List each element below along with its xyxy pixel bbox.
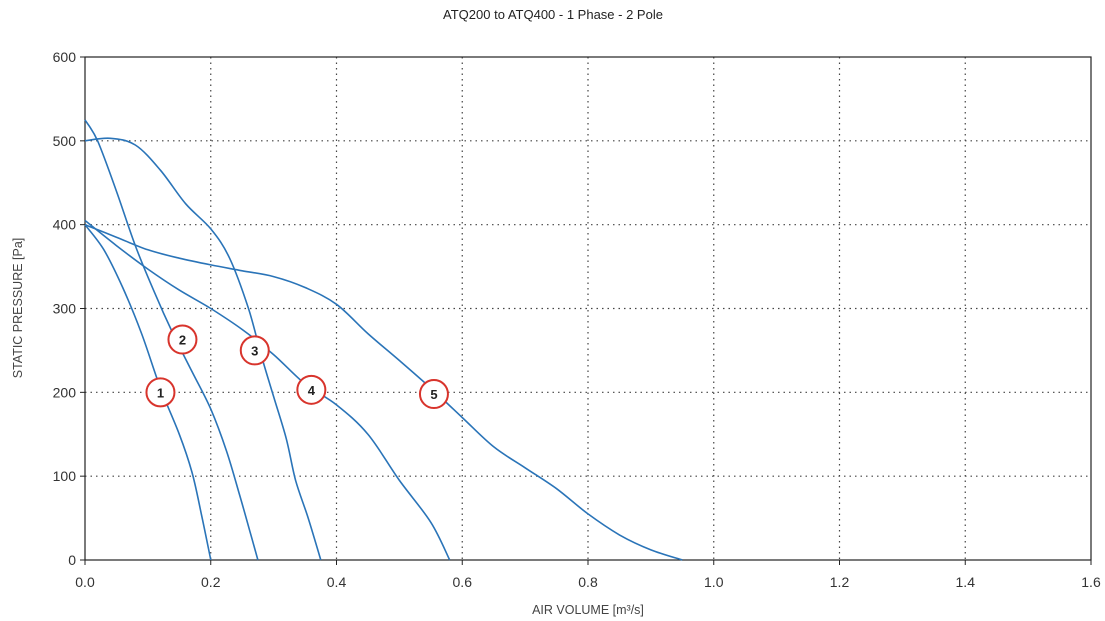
x-tick-label: 0.6	[453, 574, 473, 590]
x-tick-label: 1.4	[956, 574, 976, 590]
curve-marker-label-5: 5	[430, 387, 437, 402]
curve-marker-label-1: 1	[157, 385, 164, 400]
chart-title: ATQ200 to ATQ400 - 1 Phase - 2 Pole	[443, 7, 663, 22]
grid-lines	[85, 57, 1091, 560]
curve-marker-2	[167, 324, 198, 355]
curve-3	[84, 137, 322, 561]
x-tick-label: 0.8	[578, 574, 598, 590]
y-axis-label: STATIC PRESSURE [Pa]	[11, 238, 25, 379]
curve-markers: 1 2 3 4 5	[145, 324, 449, 410]
curve-marker-label-4: 4	[308, 383, 316, 398]
curve-marker-label-3: 3	[251, 343, 258, 358]
x-tick-label: 0.0	[75, 574, 95, 590]
y-tick-label: 500	[53, 133, 77, 149]
x-axis-ticks: 0.0 0.2 0.4 0.6 0.8 1.0 1.2 1.4 1.6	[75, 560, 1101, 590]
y-tick-label: 200	[53, 384, 77, 400]
curve-4	[84, 219, 451, 561]
curve-marker-3	[239, 335, 270, 366]
x-tick-label: 0.4	[327, 574, 347, 590]
y-axis-ticks: 0 100 200 300 400 500 600	[53, 49, 85, 568]
curve-5	[84, 223, 683, 561]
y-tick-label: 300	[53, 301, 77, 317]
x-axis-label: AIR VOLUME [m³/s]	[532, 603, 644, 617]
y-tick-label: 0	[68, 552, 76, 568]
curve-marker-label-2: 2	[179, 333, 186, 348]
x-tick-label: 1.0	[704, 574, 724, 590]
fan-curves	[84, 119, 683, 561]
curve-marker-4	[296, 374, 327, 405]
y-tick-label: 400	[53, 217, 77, 233]
curve-marker-5	[418, 379, 449, 410]
x-tick-label: 1.6	[1081, 574, 1101, 590]
y-tick-label: 100	[53, 468, 77, 484]
curve-marker-1	[145, 377, 176, 408]
x-tick-label: 1.2	[830, 574, 850, 590]
y-tick-label: 600	[53, 49, 77, 65]
x-tick-label: 0.2	[201, 574, 221, 590]
